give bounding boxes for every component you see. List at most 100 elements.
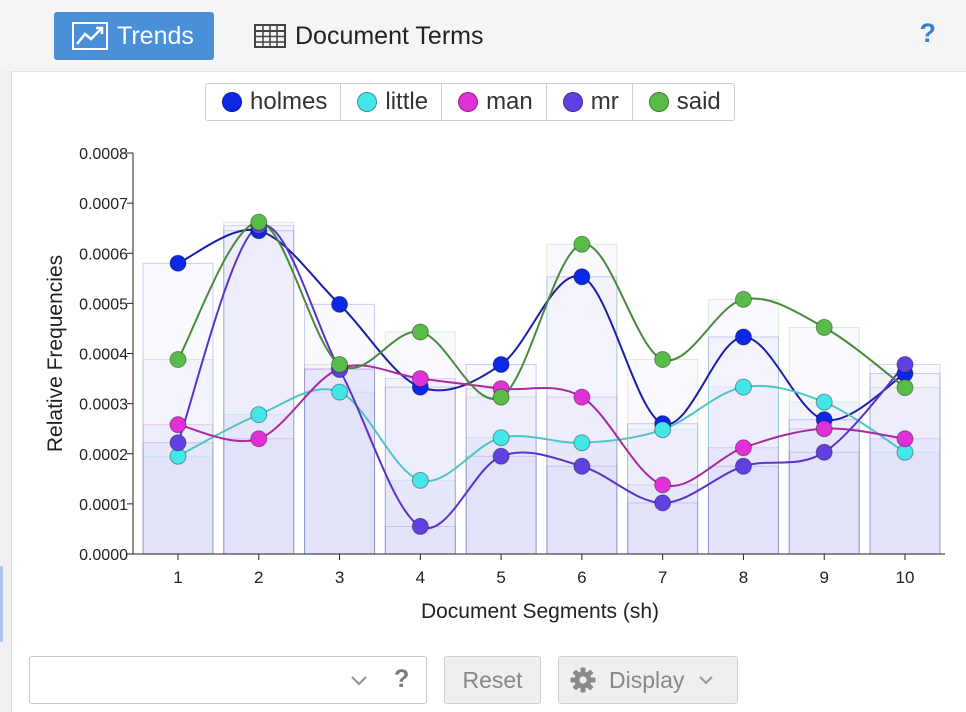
- bar-said: [869, 387, 941, 555]
- line-chart-icon: [72, 22, 108, 50]
- y-tick-label: 0.0008: [79, 146, 128, 163]
- y-axis-title: Relative Frequencies: [44, 255, 67, 452]
- legend-dot-icon: [222, 92, 242, 112]
- left-panel-accent: [0, 566, 3, 642]
- x-tick-label: 6: [577, 568, 586, 587]
- point-little: [734, 378, 752, 396]
- y-tick-label: 0.0006: [79, 246, 128, 263]
- bar-mr: [223, 225, 295, 555]
- bar-said: [384, 331, 456, 555]
- point-mr: [815, 443, 833, 461]
- point-said: [250, 213, 268, 231]
- legend-label: mr: [590, 88, 619, 115]
- y-tick-label: 0.0003: [79, 397, 128, 414]
- point-said: [573, 235, 591, 253]
- bottom-controls: ? Reset Display: [0, 652, 966, 712]
- x-tick-label: 3: [335, 568, 344, 587]
- display-button[interactable]: Display: [558, 656, 738, 704]
- trends-chart: 0.0000 0.0001 0.0002 0.0003 0.0004 0.0005 0.00…: [44, 146, 945, 623]
- tab-trends[interactable]: Trends: [54, 12, 214, 60]
- bar-mr: [788, 451, 860, 555]
- bar-holmes: [223, 230, 295, 555]
- series-line-holmes: [177, 228, 906, 426]
- point-little: [411, 471, 429, 489]
- legend-dot-icon: [562, 92, 583, 112]
- x-tick-label: 10: [896, 568, 915, 587]
- point-said: [492, 388, 510, 406]
- legend-item-said[interactable]: said: [633, 84, 734, 120]
- chevron-down-icon: [696, 670, 716, 690]
- gear-icon: [569, 666, 597, 694]
- series-line-man: [177, 364, 906, 488]
- terms-combo-input[interactable]: ?: [29, 656, 427, 704]
- point-said: [815, 318, 833, 336]
- point-said: [411, 323, 429, 341]
- combo-help-icon[interactable]: ?: [394, 665, 410, 693]
- legend-label: little: [385, 88, 429, 115]
- legend-label: holmes: [250, 88, 328, 115]
- left-panel-edge: [0, 71, 12, 712]
- point-holmes: [169, 254, 187, 272]
- bar-holmes: [304, 303, 376, 555]
- point-little: [573, 434, 591, 452]
- help-icon[interactable]: ?: [919, 18, 937, 48]
- tab-trends-label: Trends: [117, 21, 194, 50]
- x-tick-label: 8: [739, 568, 748, 587]
- y-tick-label: 0.0004: [79, 347, 128, 364]
- legend-item-man[interactable]: man: [442, 84, 547, 120]
- bar-holmes: [788, 419, 860, 555]
- point-said: [896, 379, 914, 397]
- series-line-little: [177, 384, 906, 483]
- point-mr: [411, 517, 429, 535]
- bar-holmes: [869, 373, 941, 555]
- bar-mr: [304, 369, 376, 555]
- chart-legend: holmes little man mr said: [205, 83, 735, 121]
- point-said: [734, 290, 752, 308]
- point-man: [411, 370, 429, 388]
- point-said: [331, 356, 349, 374]
- point-mr: [734, 457, 752, 475]
- bar-little: [142, 455, 214, 555]
- point-holmes: [331, 295, 349, 313]
- legend-label: man: [486, 88, 533, 115]
- point-man: [654, 476, 672, 494]
- y-tick-label: 0.0007: [79, 196, 128, 213]
- point-man: [573, 388, 591, 406]
- y-tick-label: 0.0005: [79, 296, 128, 313]
- point-holmes: [734, 328, 752, 346]
- point-holmes: [573, 268, 591, 286]
- table-grid-icon: [254, 24, 286, 48]
- series-line-said: [177, 221, 906, 400]
- reset-button[interactable]: Reset: [444, 656, 541, 704]
- point-said: [169, 351, 187, 369]
- x-tick-label: 5: [496, 568, 505, 587]
- point-said: [654, 351, 672, 369]
- bar-said: [788, 326, 860, 555]
- point-little: [331, 383, 349, 401]
- legend-item-mr[interactable]: mr: [547, 84, 633, 120]
- point-mr: [492, 447, 510, 465]
- point-mr: [896, 356, 914, 374]
- tab-document-terms[interactable]: Document Terms: [252, 12, 484, 60]
- legend-item-holmes[interactable]: holmes: [206, 84, 342, 120]
- bar-mr: [465, 455, 537, 555]
- point-man: [250, 430, 268, 448]
- legend-dot-icon: [357, 92, 378, 112]
- point-mr: [169, 434, 187, 452]
- x-tick-label: 4: [416, 568, 425, 587]
- point-little: [815, 393, 833, 411]
- chevron-down-icon[interactable]: [348, 669, 370, 696]
- point-mr: [654, 494, 672, 512]
- point-mr: [573, 457, 591, 475]
- x-tick-label: 7: [658, 568, 667, 587]
- point-little: [250, 406, 268, 424]
- bar-said: [465, 396, 537, 555]
- point-little: [492, 429, 510, 447]
- x-tick-label: 2: [254, 568, 263, 587]
- y-tick-label: 0.0000: [79, 547, 128, 564]
- legend-item-little[interactable]: little: [341, 84, 443, 120]
- point-man: [815, 420, 833, 438]
- tab-document-terms-label: Document Terms: [295, 21, 484, 50]
- toolbar: Trends Document Terms ?: [0, 0, 966, 72]
- bar-said: [223, 221, 295, 555]
